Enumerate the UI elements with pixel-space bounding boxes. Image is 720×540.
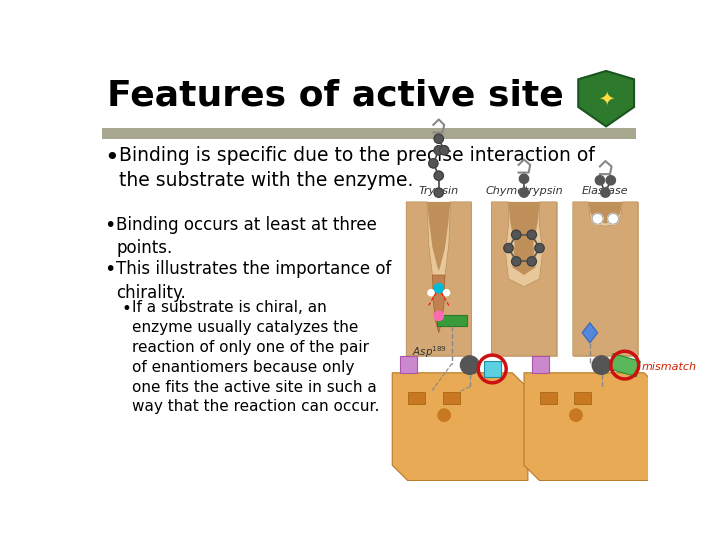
Circle shape xyxy=(527,257,536,266)
Circle shape xyxy=(428,289,434,296)
Circle shape xyxy=(593,356,611,374)
Polygon shape xyxy=(573,202,638,356)
Circle shape xyxy=(461,356,479,374)
Polygon shape xyxy=(427,202,451,271)
FancyBboxPatch shape xyxy=(408,392,425,404)
Polygon shape xyxy=(433,275,445,333)
Circle shape xyxy=(512,257,521,266)
Circle shape xyxy=(428,159,438,168)
Circle shape xyxy=(444,289,449,296)
Text: Chymotrypsin: Chymotrypsin xyxy=(485,186,563,195)
Circle shape xyxy=(504,244,513,253)
Circle shape xyxy=(434,188,444,197)
Text: mismatch: mismatch xyxy=(642,362,697,372)
Circle shape xyxy=(438,409,451,421)
Polygon shape xyxy=(406,202,472,356)
Circle shape xyxy=(606,176,616,185)
Circle shape xyxy=(570,409,582,421)
Circle shape xyxy=(593,213,603,224)
Text: Binding occurs at least at three
points.: Binding occurs at least at three points. xyxy=(117,215,377,258)
Polygon shape xyxy=(508,202,539,275)
Circle shape xyxy=(527,230,536,239)
Polygon shape xyxy=(524,373,660,481)
Polygon shape xyxy=(492,202,557,356)
Text: This illustrates the importance of
chirality.: This illustrates the importance of chira… xyxy=(117,260,392,302)
Text: Asp$^{189}$: Asp$^{189}$ xyxy=(412,345,446,360)
Circle shape xyxy=(434,284,444,293)
Text: Trypsin: Trypsin xyxy=(419,186,459,195)
Text: •: • xyxy=(104,215,115,235)
FancyBboxPatch shape xyxy=(443,392,459,404)
Circle shape xyxy=(434,134,444,143)
Circle shape xyxy=(519,188,528,197)
Polygon shape xyxy=(484,361,500,377)
Circle shape xyxy=(519,174,528,184)
Text: •: • xyxy=(104,260,115,279)
Circle shape xyxy=(439,146,449,155)
FancyBboxPatch shape xyxy=(575,392,591,404)
FancyBboxPatch shape xyxy=(102,128,636,139)
Text: •: • xyxy=(121,300,131,319)
Circle shape xyxy=(434,311,444,320)
Text: Features of active site 1: Features of active site 1 xyxy=(107,79,601,113)
Polygon shape xyxy=(406,202,472,356)
Text: Elastase: Elastase xyxy=(582,186,629,195)
Polygon shape xyxy=(582,323,598,343)
Polygon shape xyxy=(578,71,634,126)
Text: •: • xyxy=(104,146,119,171)
Circle shape xyxy=(595,176,605,185)
Circle shape xyxy=(434,171,444,180)
Text: If a substrate is chiral, an
enzyme usually catalyzes the
reaction of only one o: If a substrate is chiral, an enzyme usua… xyxy=(132,300,379,414)
Polygon shape xyxy=(588,202,622,224)
Polygon shape xyxy=(492,202,557,356)
FancyBboxPatch shape xyxy=(532,356,549,373)
Polygon shape xyxy=(609,354,640,377)
Circle shape xyxy=(600,188,610,197)
Circle shape xyxy=(512,230,521,239)
Text: ✦: ✦ xyxy=(598,89,614,108)
Circle shape xyxy=(434,146,444,155)
FancyBboxPatch shape xyxy=(400,356,417,373)
Polygon shape xyxy=(392,373,528,481)
FancyBboxPatch shape xyxy=(437,315,467,326)
Circle shape xyxy=(608,213,618,224)
FancyBboxPatch shape xyxy=(539,392,557,404)
Circle shape xyxy=(535,244,544,253)
Polygon shape xyxy=(573,202,638,356)
Text: Binding is specific due to the precise interaction of
the substrate with the enz: Binding is specific due to the precise i… xyxy=(120,146,595,191)
